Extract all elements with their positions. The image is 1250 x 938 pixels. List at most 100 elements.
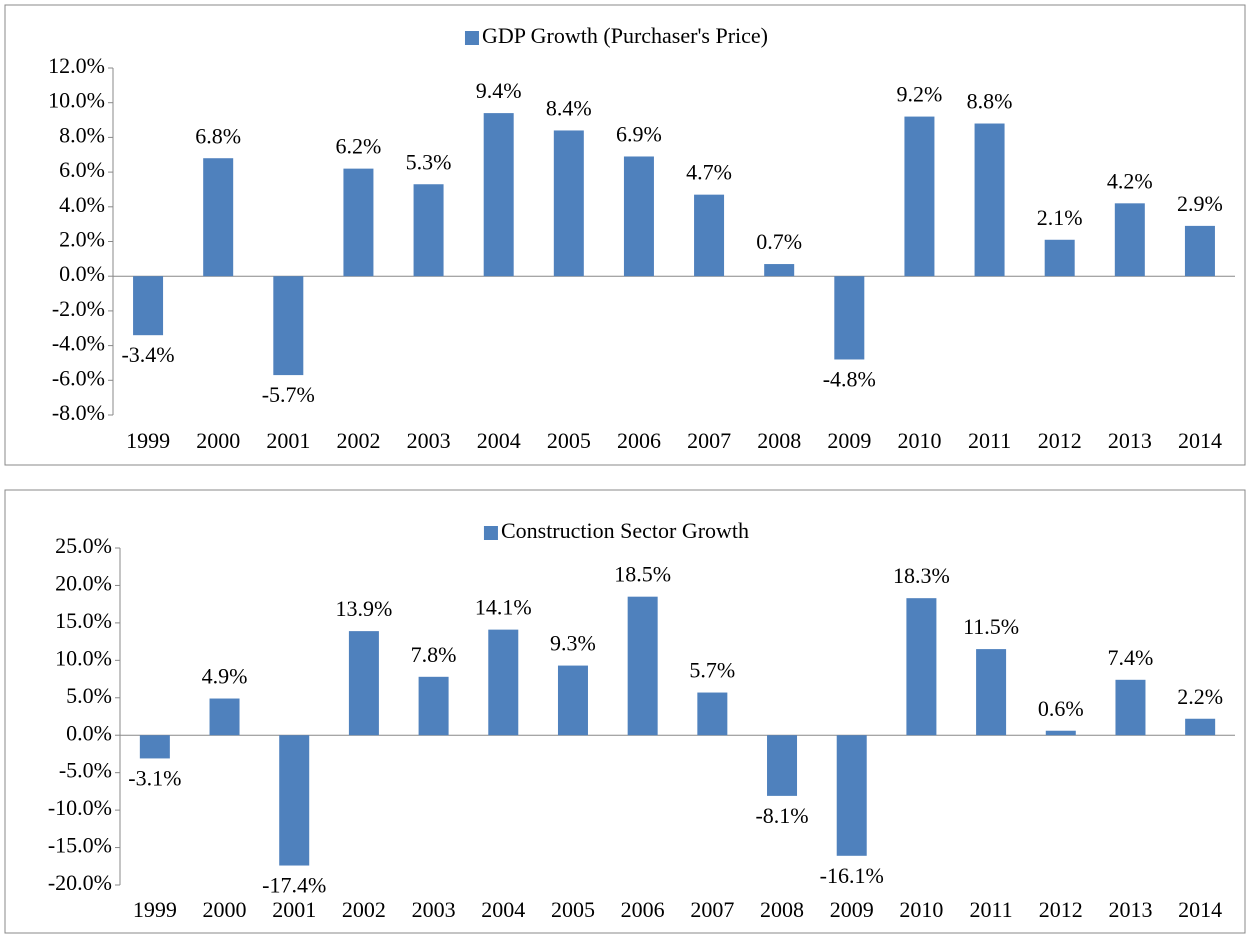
x-tick-label: 1999 xyxy=(126,428,170,453)
x-tick-label: 2008 xyxy=(760,897,804,922)
x-tick-label: 2006 xyxy=(617,428,661,453)
bar xyxy=(133,276,164,336)
value-label: 5.7% xyxy=(689,658,735,683)
bar xyxy=(694,194,725,277)
x-tick-label: 2007 xyxy=(690,897,734,922)
x-tick-label: 2001 xyxy=(272,897,316,922)
x-tick-label: 2000 xyxy=(196,428,240,453)
bar xyxy=(623,156,654,277)
legend-label: GDP Growth (Purchaser's Price) xyxy=(482,23,768,48)
bar xyxy=(553,130,584,277)
x-tick-label: 2013 xyxy=(1108,897,1152,922)
bar xyxy=(348,631,379,736)
bar xyxy=(697,692,728,736)
bar xyxy=(976,649,1007,736)
value-label: 7.4% xyxy=(1108,645,1154,670)
x-tick-label: 2003 xyxy=(407,428,451,453)
value-label: 4.2% xyxy=(1107,168,1153,193)
x-tick-label: 2012 xyxy=(1038,428,1082,453)
value-label: 14.1% xyxy=(475,595,532,620)
x-tick-label: 2003 xyxy=(412,897,456,922)
value-label: 9.4% xyxy=(476,78,522,103)
value-label: 7.8% xyxy=(411,642,457,667)
x-tick-label: 2011 xyxy=(968,428,1011,453)
value-label: 2.9% xyxy=(1177,191,1223,216)
bar xyxy=(488,629,519,736)
x-tick-label: 2000 xyxy=(203,897,247,922)
value-label: 6.8% xyxy=(195,123,241,148)
legend-swatch xyxy=(464,31,479,45)
value-label: 2.1% xyxy=(1037,205,1083,230)
value-label: 18.5% xyxy=(614,562,671,587)
bar xyxy=(1184,225,1215,277)
y-tick-label: -2.0% xyxy=(52,296,105,321)
y-tick-label: 10.0% xyxy=(55,645,112,670)
value-label: -16.1% xyxy=(820,863,884,888)
bar xyxy=(834,276,865,360)
bar xyxy=(1045,730,1076,736)
y-tick-label: -6.0% xyxy=(52,365,105,390)
value-label: 2.2% xyxy=(1177,684,1223,709)
value-label: 4.7% xyxy=(686,160,732,185)
x-tick-label: 2010 xyxy=(899,897,943,922)
value-label: -3.4% xyxy=(121,342,174,367)
y-tick-label: 4.0% xyxy=(59,192,105,217)
bar xyxy=(767,735,798,796)
bar xyxy=(273,276,304,376)
x-tick-label: 1999 xyxy=(133,897,177,922)
x-tick-label: 2009 xyxy=(827,428,871,453)
y-tick-label: 5.0% xyxy=(66,683,112,708)
x-tick-label: 2013 xyxy=(1108,428,1152,453)
value-label: 6.2% xyxy=(336,134,382,159)
value-label: 5.3% xyxy=(406,149,452,174)
value-label: 0.6% xyxy=(1038,696,1084,721)
y-tick-label: -8.0% xyxy=(52,400,105,425)
value-label: 13.9% xyxy=(335,596,392,621)
legend-swatch xyxy=(483,526,498,540)
bar xyxy=(483,113,514,277)
value-label: 9.3% xyxy=(550,631,596,656)
x-tick-label: 2012 xyxy=(1039,897,1083,922)
bar xyxy=(209,698,240,736)
bar xyxy=(904,116,935,277)
y-tick-label: -4.0% xyxy=(52,331,105,356)
y-tick-label: -5.0% xyxy=(59,758,112,783)
y-tick-label: 0.0% xyxy=(66,720,112,745)
y-tick-label: 10.0% xyxy=(48,88,105,113)
x-tick-label: 2009 xyxy=(830,897,874,922)
y-tick-label: 12.0% xyxy=(48,53,105,78)
bar xyxy=(418,676,449,736)
x-tick-label: 2002 xyxy=(342,897,386,922)
y-tick-label: -15.0% xyxy=(48,833,112,858)
x-tick-label: 2004 xyxy=(481,897,525,922)
y-tick-label: -20.0% xyxy=(48,870,112,895)
value-label: -3.1% xyxy=(128,765,181,790)
value-label: 9.2% xyxy=(897,82,943,107)
bar xyxy=(557,665,588,736)
x-tick-label: 2002 xyxy=(336,428,380,453)
x-tick-label: 2005 xyxy=(547,428,591,453)
x-tick-label: 2004 xyxy=(477,428,521,453)
value-label: 8.8% xyxy=(967,89,1013,114)
bar xyxy=(1114,203,1145,277)
bar xyxy=(836,735,867,856)
x-tick-label: 2001 xyxy=(266,428,310,453)
x-tick-label: 2007 xyxy=(687,428,731,453)
value-label: 8.4% xyxy=(546,96,592,121)
value-label: 18.3% xyxy=(893,563,950,588)
value-label: -17.4% xyxy=(262,873,326,898)
bar xyxy=(279,735,310,866)
bar xyxy=(627,596,658,736)
y-tick-label: -10.0% xyxy=(48,795,112,820)
bar xyxy=(413,184,444,277)
value-label: -5.7% xyxy=(262,382,315,407)
x-tick-label: 2008 xyxy=(757,428,801,453)
x-tick-label: 2011 xyxy=(970,897,1013,922)
value-label: -8.1% xyxy=(755,803,808,828)
value-label: 4.9% xyxy=(202,664,248,689)
bar xyxy=(1044,239,1075,277)
bar xyxy=(1185,718,1216,736)
x-tick-label: 2014 xyxy=(1178,428,1222,453)
